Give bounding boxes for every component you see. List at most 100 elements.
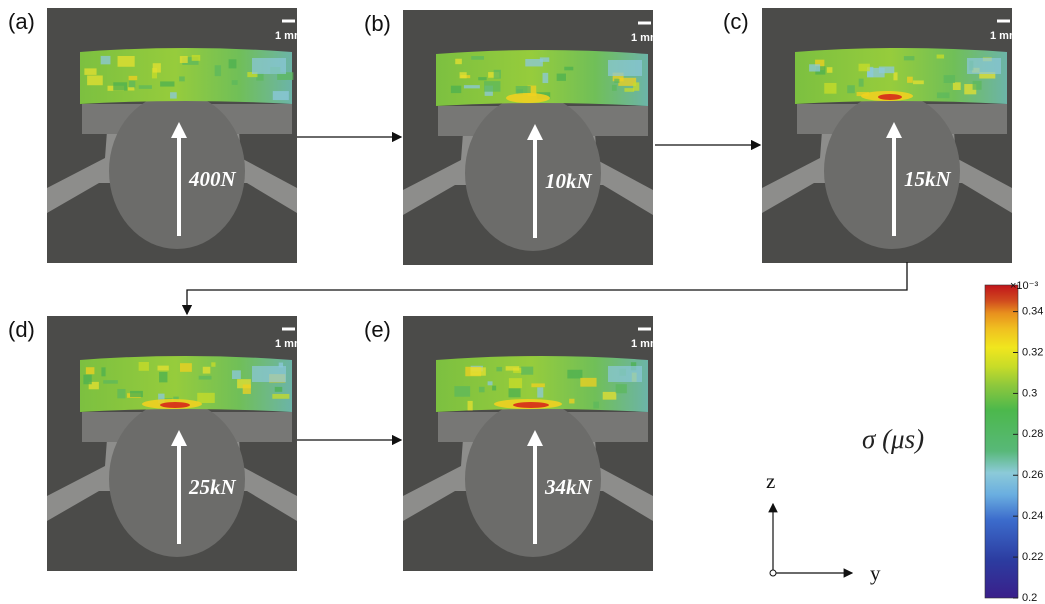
- panel: 25kN 1 mm: [47, 316, 304, 571]
- colorbar-tick-label: 0.24: [1022, 510, 1043, 522]
- strain-patch: [624, 88, 635, 92]
- strain-patch: [84, 68, 97, 75]
- strain-patch: [866, 67, 885, 78]
- strain-patch: [455, 58, 462, 65]
- strain-patch: [459, 72, 467, 79]
- panel-label: (b): [364, 11, 391, 36]
- y-label: y: [870, 561, 881, 585]
- colorbar-tick-label: 0.22: [1022, 551, 1043, 563]
- strain-patch: [157, 365, 169, 371]
- panel: 34kN 1 mm: [403, 316, 660, 571]
- strain-patch: [467, 400, 473, 411]
- strain-patch: [815, 66, 826, 75]
- strain-patch: [83, 374, 92, 385]
- load-label: 25kN: [188, 475, 237, 499]
- strain-patch: [130, 390, 143, 398]
- strain-patch: [484, 81, 501, 92]
- strain-patch: [516, 89, 523, 95]
- strain-patch: [936, 92, 950, 99]
- strain-patch: [101, 367, 106, 377]
- strain-patch: [87, 75, 103, 86]
- strain-patch: [128, 75, 138, 81]
- load-arrowhead: [171, 122, 187, 138]
- strain-patch: [197, 392, 215, 403]
- load-label: 15kN: [904, 167, 952, 191]
- strain-patch: [556, 73, 566, 81]
- strain-patch: [611, 84, 617, 91]
- strain-patch: [202, 366, 211, 374]
- colorbar-tick-label: 0.26: [1022, 469, 1043, 481]
- strain-patch: [85, 367, 95, 375]
- strain-patch: [531, 383, 545, 388]
- strain-hotspot: [160, 402, 190, 408]
- strain-patch: [964, 84, 977, 95]
- strain-patch: [471, 56, 484, 60]
- strain-patch: [152, 63, 161, 73]
- strain-patch: [231, 80, 238, 85]
- strain-patch: [478, 77, 487, 81]
- strain-patch: [182, 57, 199, 65]
- strain-patch: [525, 59, 543, 67]
- load-arrowhead: [171, 430, 187, 446]
- strain-patch: [542, 72, 549, 84]
- strain-patch: [952, 82, 961, 90]
- strain-patch: [903, 56, 915, 61]
- panel-label: (a): [8, 9, 35, 34]
- colorbar-tick-label: 0.3: [1022, 387, 1037, 399]
- strain-hotspot: [878, 94, 902, 100]
- colorbar-tick-label: 0.2: [1022, 592, 1037, 604]
- strain-patch: [103, 380, 118, 384]
- strain-patch: [508, 388, 521, 398]
- strain-patch: [272, 393, 290, 399]
- load-arrowhead: [527, 430, 543, 446]
- load-label: 400N: [188, 167, 237, 191]
- strain-patch: [113, 82, 128, 91]
- strain-patch: [943, 75, 956, 83]
- strain-patch: [564, 66, 574, 71]
- strain-patch: [478, 386, 485, 393]
- strain-patch: [470, 367, 486, 376]
- strain-patch: [138, 362, 149, 371]
- colorbar-tick-label: 0.34: [1022, 306, 1043, 318]
- strain-patch: [228, 59, 237, 69]
- strain-patch: [138, 85, 152, 89]
- strain-patch: [493, 69, 501, 79]
- strain-patch: [496, 366, 503, 372]
- strain-patch: [907, 76, 913, 83]
- strain-patch: [618, 77, 637, 86]
- strain-patch: [826, 67, 833, 73]
- colorbar-multiplier: ×10⁻³: [1010, 280, 1038, 292]
- strain-patch: [232, 370, 241, 379]
- strain-patch: [893, 72, 898, 81]
- strain-patch: [593, 401, 599, 409]
- strain-patch: [237, 379, 251, 389]
- strain-hotspot: [513, 402, 549, 408]
- scale-label: 1 mm: [990, 30, 1019, 42]
- strain-patch: [117, 388, 126, 399]
- origin: [769, 569, 777, 577]
- strain-patch: [508, 378, 523, 389]
- strain-patch: [242, 384, 251, 394]
- strain-patch: [569, 398, 575, 404]
- strain-patch: [117, 56, 135, 67]
- load-label: 34kN: [544, 475, 593, 499]
- strain-patch: [539, 57, 550, 62]
- panel: 400N 1 mm: [47, 8, 304, 263]
- strain-patch: [979, 71, 996, 79]
- strain-patch: [527, 85, 537, 96]
- strain-hotspot: [506, 93, 550, 103]
- strain-patch: [967, 58, 1001, 74]
- strain-patch: [521, 366, 534, 375]
- strain-patch: [505, 366, 520, 371]
- strain-patch: [608, 60, 642, 76]
- colorbar-tick-label: 0.32: [1022, 346, 1043, 358]
- strain-patch: [515, 86, 531, 94]
- strain-patch: [252, 58, 286, 74]
- panel-label: (e): [364, 317, 391, 342]
- strain-patch: [170, 92, 177, 99]
- load-arrowhead: [886, 122, 902, 138]
- colorbar-label: σ (μs): [862, 424, 924, 454]
- strain-patch: [580, 377, 597, 387]
- strain-patch: [179, 76, 185, 82]
- strain-patch: [492, 385, 497, 391]
